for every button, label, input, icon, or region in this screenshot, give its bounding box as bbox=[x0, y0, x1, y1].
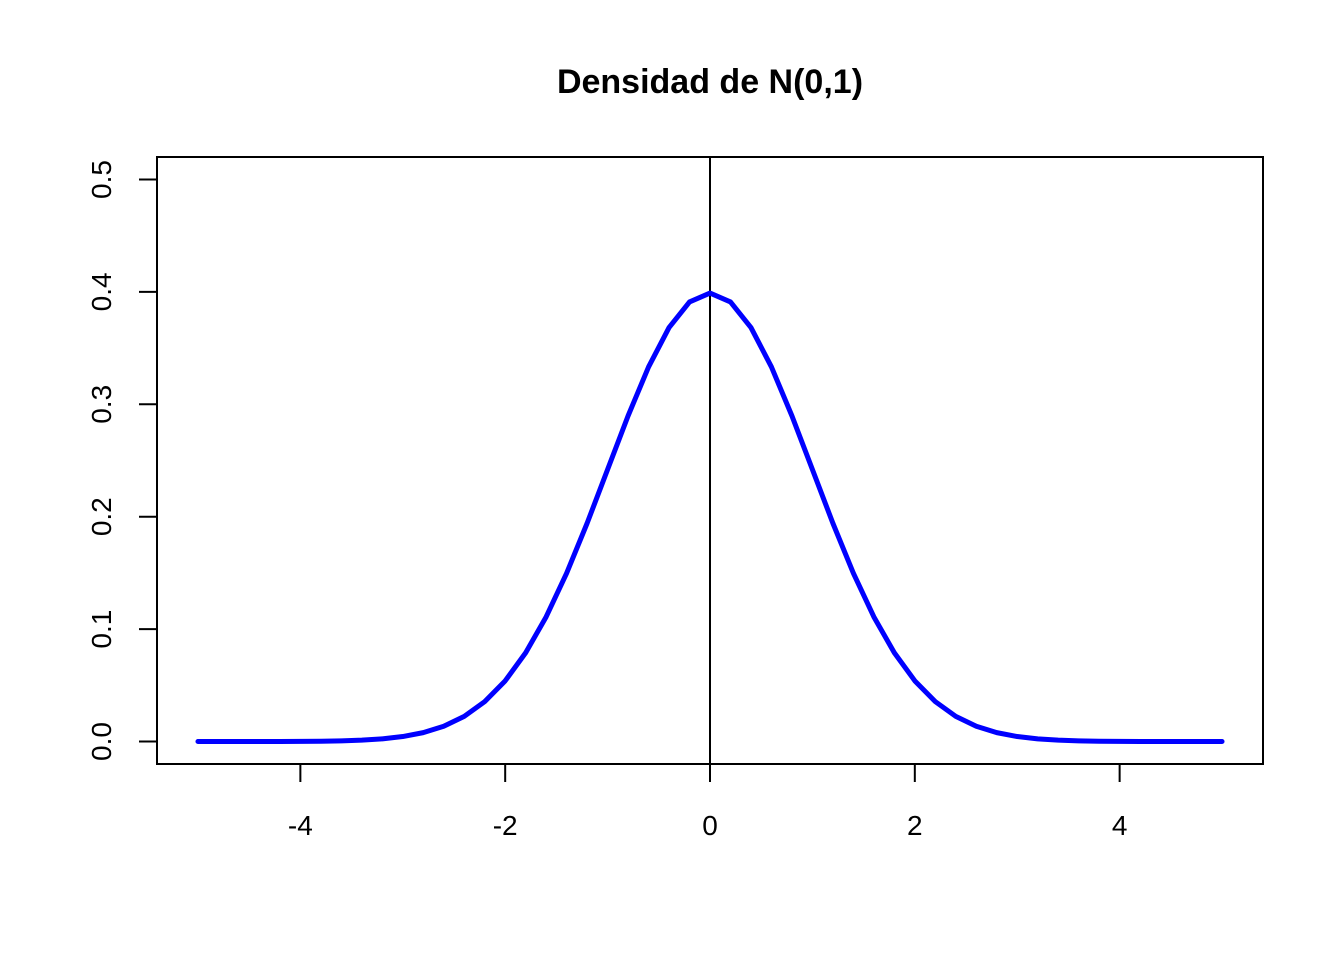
plot-area bbox=[156, 156, 1264, 765]
y-tick-label-1: 0.1 bbox=[86, 610, 117, 649]
y-axis: 0.0 0.1 0.2 0.3 0.4 0.5 bbox=[86, 160, 158, 761]
x-tick-label-3: 2 bbox=[907, 810, 923, 841]
y-tick-label-5: 0.5 bbox=[86, 160, 117, 199]
y-tick-label-2: 0.2 bbox=[86, 497, 117, 536]
y-tick-label-4: 0.4 bbox=[86, 272, 117, 311]
chart-title: Densidad de N(0,1) bbox=[557, 63, 863, 101]
y-tick-label-0: 0.0 bbox=[86, 722, 117, 761]
x-axis: -4 -2 0 2 4 bbox=[288, 763, 1128, 841]
density-curve-0 bbox=[195, 290, 1225, 745]
x-tick-label-4: 4 bbox=[1112, 810, 1128, 841]
x-tick-label-2: 0 bbox=[702, 810, 718, 841]
x-tick-label-1: -2 bbox=[493, 810, 518, 841]
y-tick-label-3: 0.3 bbox=[86, 385, 117, 424]
x-tick-label-0: -4 bbox=[288, 810, 313, 841]
